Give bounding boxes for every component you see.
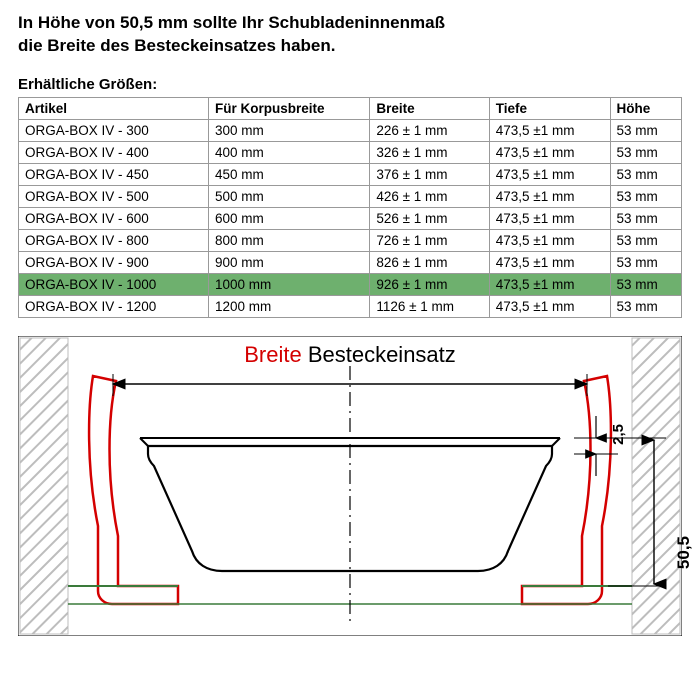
table-cell: 473,5 ±1 mm: [489, 119, 610, 141]
table-cell: 473,5 ±1 mm: [489, 229, 610, 251]
sizes-table: ArtikelFür KorpusbreiteBreiteTiefeHöhe O…: [18, 97, 682, 318]
table-cell: ORGA-BOX IV - 1200: [19, 295, 209, 317]
table-row: ORGA-BOX IV - 300300 mm226 ± 1 mm473,5 ±…: [19, 119, 682, 141]
table-row: ORGA-BOX IV - 450450 mm376 ± 1 mm473,5 ±…: [19, 163, 682, 185]
table-cell: 473,5 ±1 mm: [489, 141, 610, 163]
table-cell: 900 mm: [209, 251, 370, 273]
diagram-title-black: Besteckeinsatz: [302, 342, 456, 367]
table-cell: 426 ± 1 mm: [370, 185, 489, 207]
table-cell: 53 mm: [610, 295, 681, 317]
table-cell: 473,5 ±1 mm: [489, 185, 610, 207]
table-cell: 300 mm: [209, 119, 370, 141]
table-row: ORGA-BOX IV - 600600 mm526 ± 1 mm473,5 ±…: [19, 207, 682, 229]
table-row: ORGA-BOX IV - 12001200 mm1126 ± 1 mm473,…: [19, 295, 682, 317]
table-header-cell: Breite: [370, 97, 489, 119]
table-header-cell: Für Korpusbreite: [209, 97, 370, 119]
table-cell: 326 ± 1 mm: [370, 141, 489, 163]
dimension-label-large: 50,5: [674, 536, 694, 569]
table-cell: 53 mm: [610, 141, 681, 163]
table-cell: 526 ± 1 mm: [370, 207, 489, 229]
table-cell: 473,5 ±1 mm: [489, 295, 610, 317]
table-cell: 1000 mm: [209, 273, 370, 295]
main-heading: In Höhe von 50,5 mm sollte Ihr Schublade…: [18, 12, 682, 58]
table-cell: 450 mm: [209, 163, 370, 185]
dimension-label-small: 2,5: [610, 424, 627, 445]
diagram-title-red: Breite: [244, 342, 301, 367]
heading-line-2: die Breite des Besteckeinsatzes haben.: [18, 36, 335, 55]
table-cell: 800 mm: [209, 229, 370, 251]
table-row: ORGA-BOX IV - 400400 mm326 ± 1 mm473,5 ±…: [19, 141, 682, 163]
table-cell: 1126 ± 1 mm: [370, 295, 489, 317]
table-cell: ORGA-BOX IV - 450: [19, 163, 209, 185]
table-cell: 53 mm: [610, 185, 681, 207]
table-cell: ORGA-BOX IV - 600: [19, 207, 209, 229]
table-cell: 826 ± 1 mm: [370, 251, 489, 273]
table-cell: 226 ± 1 mm: [370, 119, 489, 141]
table-cell: 600 mm: [209, 207, 370, 229]
table-cell: ORGA-BOX IV - 800: [19, 229, 209, 251]
table-body: ORGA-BOX IV - 300300 mm226 ± 1 mm473,5 ±…: [19, 119, 682, 317]
table-cell: 53 mm: [610, 229, 681, 251]
table-header-cell: Höhe: [610, 97, 681, 119]
table-cell: ORGA-BOX IV - 500: [19, 185, 209, 207]
table-cell: ORGA-BOX IV - 900: [19, 251, 209, 273]
table-cell: 473,5 ±1 mm: [489, 251, 610, 273]
table-cell: 473,5 ±1 mm: [489, 163, 610, 185]
table-row: ORGA-BOX IV - 900900 mm826 ± 1 mm473,5 ±…: [19, 251, 682, 273]
table-cell: 53 mm: [610, 163, 681, 185]
table-cell: ORGA-BOX IV - 400: [19, 141, 209, 163]
table-cell: ORGA-BOX IV - 300: [19, 119, 209, 141]
table-cell: 53 mm: [610, 251, 681, 273]
table-cell: 473,5 ±1 mm: [489, 273, 610, 295]
table-row: ORGA-BOX IV - 10001000 mm926 ± 1 mm473,5…: [19, 273, 682, 295]
table-cell: ORGA-BOX IV - 1000: [19, 273, 209, 295]
table-header-cell: Artikel: [19, 97, 209, 119]
diagram-title: Breite Besteckeinsatz: [18, 342, 682, 368]
table-row: ORGA-BOX IV - 500500 mm426 ± 1 mm473,5 ±…: [19, 185, 682, 207]
heading-line-1: In Höhe von 50,5 mm sollte Ihr Schublade…: [18, 13, 445, 32]
table-cell: 53 mm: [610, 273, 681, 295]
table-cell: 376 ± 1 mm: [370, 163, 489, 185]
table-cell: 400 mm: [209, 141, 370, 163]
table-cell: 926 ± 1 mm: [370, 273, 489, 295]
cross-section-diagram: Breite Besteckeinsatz 2,5 50,5: [18, 336, 682, 636]
sub-heading: Erhältliche Größen:: [18, 76, 682, 93]
table-cell: 500 mm: [209, 185, 370, 207]
table-cell: 53 mm: [610, 207, 681, 229]
table-cell: 473,5 ±1 mm: [489, 207, 610, 229]
table-cell: 726 ± 1 mm: [370, 229, 489, 251]
table-cell: 1200 mm: [209, 295, 370, 317]
table-header-row: ArtikelFür KorpusbreiteBreiteTiefeHöhe: [19, 97, 682, 119]
table-cell: 53 mm: [610, 119, 681, 141]
table-header-cell: Tiefe: [489, 97, 610, 119]
table-row: ORGA-BOX IV - 800800 mm726 ± 1 mm473,5 ±…: [19, 229, 682, 251]
